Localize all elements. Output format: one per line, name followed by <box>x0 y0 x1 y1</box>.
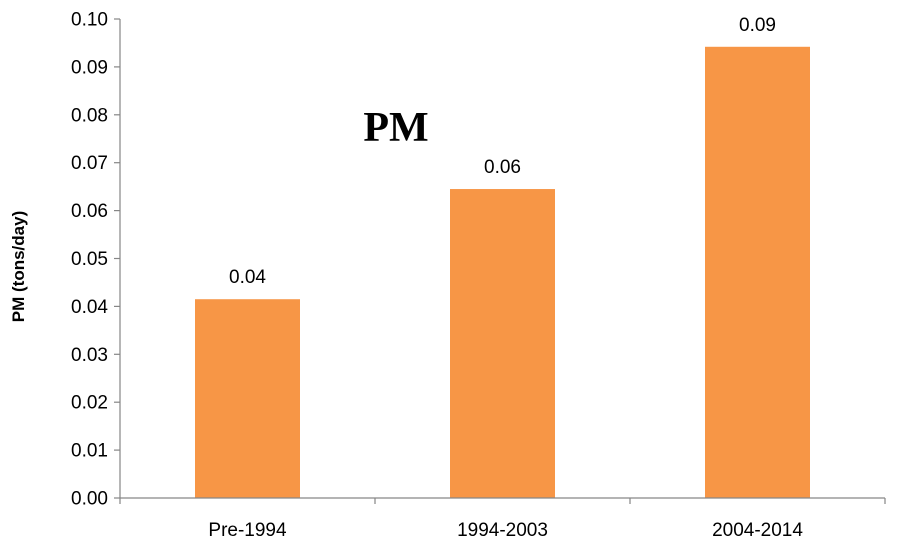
bars <box>195 46 810 499</box>
bar <box>705 46 810 498</box>
x-category-label: 2004-2014 <box>712 520 803 541</box>
y-tick-label: 0.07 <box>71 153 108 174</box>
y-tick-label: 0.04 <box>71 297 108 318</box>
y-axis-label: PM (tons/day) <box>9 211 28 322</box>
x-axis-ticks: Pre-1994 1994-2003 2004-2014 <box>119 498 886 541</box>
y-tick-label: 0.00 <box>71 489 108 510</box>
y-tick-label: 0.03 <box>71 345 108 366</box>
y-tick-label: 0.01 <box>71 441 108 462</box>
y-tick-label: 0.02 <box>71 393 108 414</box>
x-category-label: 1994-2003 <box>457 520 548 541</box>
bar-value-label: 0.04 <box>229 267 266 288</box>
bar-value-label: 0.09 <box>739 15 776 36</box>
y-tick-label: 0.05 <box>71 249 108 270</box>
bar <box>195 299 300 498</box>
y-tick-label: 0.10 <box>71 10 108 31</box>
chart-title: PM <box>363 105 428 151</box>
x-category-label: Pre-1994 <box>208 520 287 541</box>
bar <box>450 189 555 499</box>
y-axis-ticks: 0.00 0.01 0.02 0.03 0.04 0.05 0.06 0.07 0.08 0.09… <box>71 10 120 510</box>
data-labels: 0.04 0.06 0.09 <box>229 15 776 288</box>
y-tick-label: 0.09 <box>71 57 108 78</box>
y-tick-label: 0.06 <box>71 201 108 222</box>
y-tick-label: 0.08 <box>71 105 108 126</box>
bar-value-label: 0.06 <box>484 157 521 178</box>
